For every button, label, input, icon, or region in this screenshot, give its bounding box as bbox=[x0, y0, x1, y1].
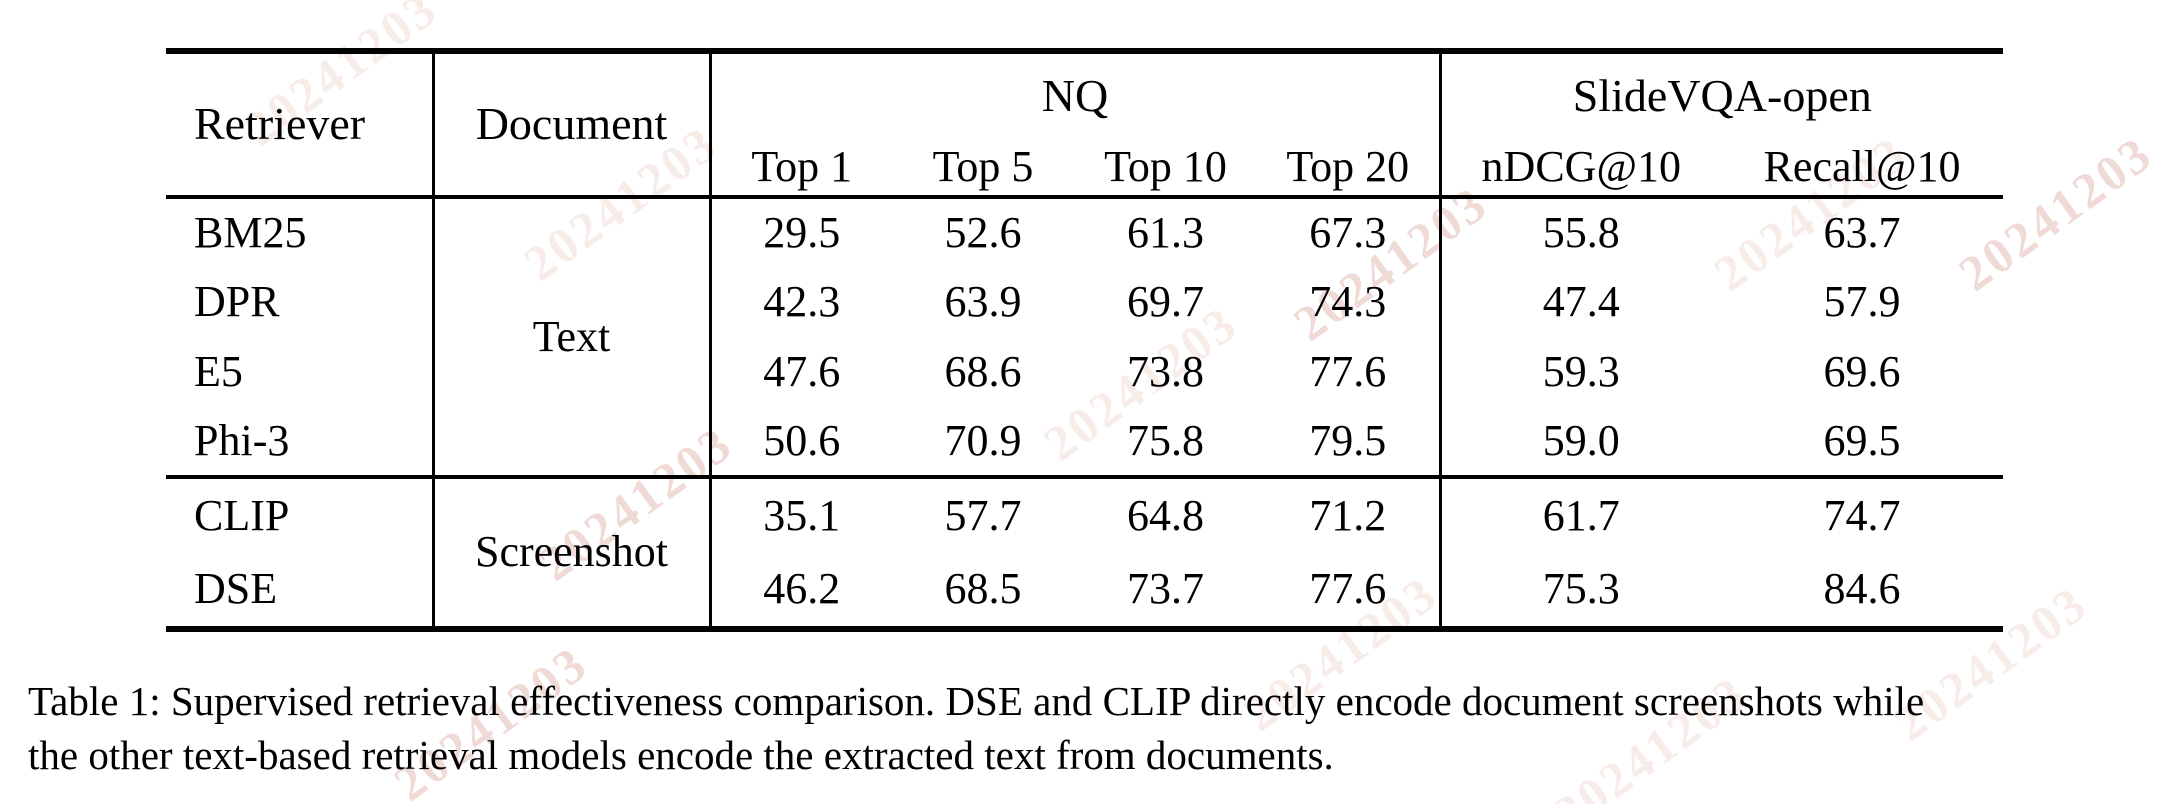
results-table: Retriever Document NQ SlideVQA-open Top … bbox=[166, 48, 2004, 632]
metric-value: 64.8 bbox=[1127, 490, 1204, 540]
table-caption: Table 1: Supervised retrieval effectiven… bbox=[28, 674, 2148, 782]
column-header-top5: Top 5 bbox=[932, 141, 1034, 191]
metric-value: 61.7 bbox=[1438, 477, 1722, 553]
metric-value: 74.3 bbox=[1309, 276, 1387, 326]
document-type-cell: Text bbox=[431, 197, 710, 477]
metric-value: 70.9 bbox=[944, 415, 1022, 465]
metric-value: 77.6 bbox=[1309, 564, 1387, 614]
table-row: BM25 Text 29.5 52.6 61.3 67.3 55.8 63.7 bbox=[166, 197, 2003, 477]
metric-value: 59.0 bbox=[1438, 407, 1722, 477]
column-header-top20: Top 20 bbox=[1286, 141, 1410, 191]
table-row: DSE 46.2 68.5 73.7 77.6 75.3 84.6 bbox=[166, 553, 2003, 629]
metric-value: 69.7 bbox=[1127, 276, 1204, 326]
retriever-name: DSE bbox=[194, 564, 278, 614]
metric-value: 75.3 bbox=[1438, 553, 1722, 629]
metric-value: 79.5 bbox=[1309, 415, 1387, 465]
document-type-cell: Screenshot bbox=[431, 477, 710, 629]
retriever-name: DPR bbox=[194, 276, 280, 326]
metric-value: 71.2 bbox=[1309, 490, 1387, 540]
metric-value: 77.6 bbox=[1309, 346, 1387, 396]
retriever-name: Phi-3 bbox=[194, 415, 290, 465]
column-header-document: Document bbox=[431, 51, 710, 197]
section-screenshot: CLIP Screenshot 35.1 57.7 64.8 71.2 61.7… bbox=[166, 477, 2003, 629]
metric-value: 69.5 bbox=[1823, 415, 1901, 465]
column-header-ndcg10: nDCG@10 bbox=[1438, 139, 1722, 197]
column-header-recall10: Recall@10 bbox=[1763, 141, 1961, 191]
metric-value: 63.7 bbox=[1823, 207, 1901, 257]
metric-value: 29.5 bbox=[708, 197, 892, 267]
retriever-name: CLIP bbox=[194, 490, 290, 540]
metric-value: 75.8 bbox=[1127, 415, 1204, 465]
column-header-retriever: Retriever bbox=[194, 98, 366, 150]
metric-value: 42.3 bbox=[708, 267, 892, 337]
metric-value: 69.6 bbox=[1823, 346, 1901, 396]
results-table-container: Retriever Document NQ SlideVQA-open Top … bbox=[166, 48, 2004, 632]
metric-value: 57.7 bbox=[944, 490, 1022, 540]
caption-line-1: Table 1: Supervised retrieval effectiven… bbox=[28, 678, 1925, 724]
metric-value: 55.8 bbox=[1438, 197, 1722, 267]
metric-value: 84.6 bbox=[1823, 564, 1901, 614]
caption-line-2: the other text-based retrieval models en… bbox=[28, 732, 1334, 779]
metric-value: 47.6 bbox=[708, 337, 892, 407]
table-row: CLIP Screenshot 35.1 57.7 64.8 71.2 61.7… bbox=[166, 477, 2003, 629]
retriever-name: E5 bbox=[194, 346, 243, 396]
table-header: Retriever Document NQ SlideVQA-open Top … bbox=[166, 51, 2004, 197]
metric-value: 67.3 bbox=[1309, 207, 1387, 257]
header-sub-row: Top 1 Top 5 Top 10 Top 20 nDCG@10 Recall… bbox=[166, 139, 2003, 197]
metric-value: 68.6 bbox=[944, 346, 1022, 396]
column-group-nq: NQ bbox=[708, 51, 1441, 139]
retriever-name: BM25 bbox=[194, 207, 307, 257]
metric-value: 46.2 bbox=[708, 553, 892, 629]
section-text: BM25 Text 29.5 52.6 61.3 67.3 55.8 63.7 … bbox=[166, 197, 2004, 477]
metric-value: 74.7 bbox=[1823, 490, 1901, 540]
metric-value: 57.9 bbox=[1823, 276, 1901, 326]
table-row: E5 47.6 68.6 73.8 77.6 59.3 69.6 bbox=[166, 337, 2003, 407]
metric-value: 47.4 bbox=[1438, 267, 1722, 337]
metric-value: 61.3 bbox=[1127, 207, 1204, 257]
metric-value: 73.7 bbox=[1127, 564, 1204, 614]
table-row: DPR 42.3 63.9 69.7 74.3 47.4 57.9 bbox=[166, 267, 2003, 337]
metric-value: 73.8 bbox=[1127, 346, 1204, 396]
header-group-row: Retriever Document NQ SlideVQA-open bbox=[166, 51, 2004, 197]
metric-value: 52.6 bbox=[944, 207, 1022, 257]
column-header-top1: Top 1 bbox=[708, 139, 892, 197]
metric-value: 59.3 bbox=[1438, 337, 1722, 407]
metric-value: 68.5 bbox=[944, 564, 1022, 614]
column-group-slidevqa-open: SlideVQA-open bbox=[1438, 51, 2004, 139]
metric-value: 50.6 bbox=[708, 407, 892, 477]
column-header-top10: Top 10 bbox=[1104, 141, 1227, 191]
metric-value: 35.1 bbox=[708, 477, 892, 553]
table-row: Phi-3 50.6 70.9 75.8 79.5 59.0 69.5 bbox=[166, 407, 2003, 477]
metric-value: 63.9 bbox=[944, 276, 1022, 326]
